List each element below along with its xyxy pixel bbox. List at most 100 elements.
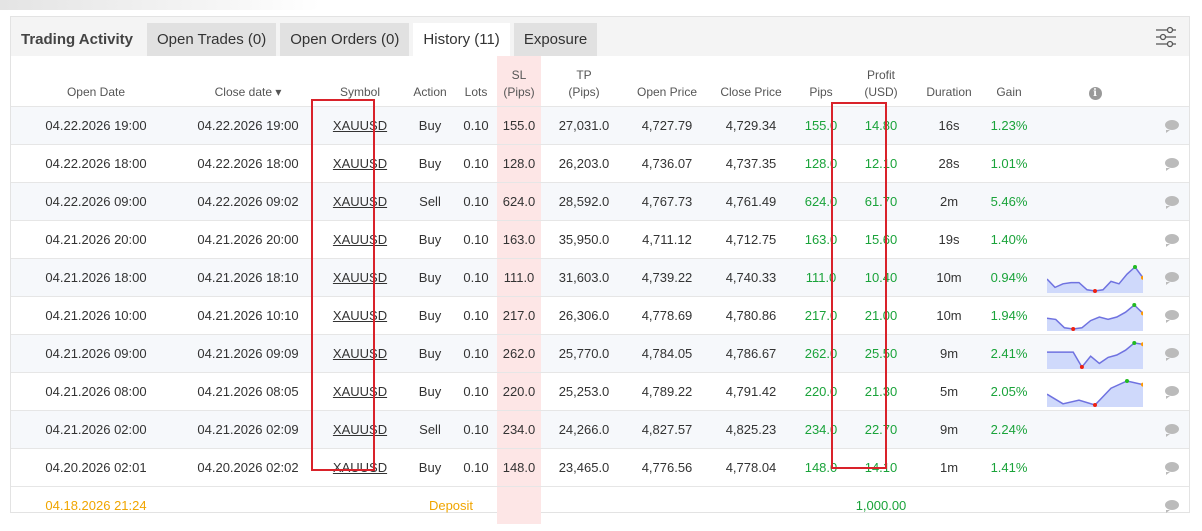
cell-symbol: XAUUSD bbox=[315, 220, 405, 259]
tp-unit: (Pips) bbox=[568, 85, 600, 99]
cell-gain: 1.23% bbox=[983, 106, 1035, 145]
cell-lots: 0.10 bbox=[455, 106, 497, 145]
comment-icon[interactable] bbox=[1165, 500, 1179, 513]
table-row[interactable]: 04.22.2026 09:00 04.22.2026 09:02 XAUUSD Se… bbox=[11, 182, 1189, 221]
cell-gain: 1.40% bbox=[983, 220, 1035, 259]
sparkline-max-point bbox=[1132, 340, 1137, 345]
table-row[interactable]: 04.21.2026 08:00 04.21.2026 08:05 XAUUSD Bu… bbox=[11, 372, 1189, 411]
comment-icon[interactable] bbox=[1165, 348, 1179, 361]
comment-icon[interactable] bbox=[1165, 424, 1179, 437]
comment-icon[interactable] bbox=[1165, 158, 1179, 171]
cell-close-price: 4,791.42 bbox=[707, 372, 795, 411]
tab-history[interactable]: History (11) bbox=[413, 23, 510, 56]
cell-sl: 262.0 bbox=[497, 334, 541, 373]
cell-comment bbox=[1155, 410, 1189, 449]
header-row: Open Date Close date ▾ Symbol Action Lot… bbox=[11, 56, 1189, 107]
symbol-link[interactable]: XAUUSD bbox=[332, 308, 388, 323]
cell-close-price: 4,786.67 bbox=[707, 334, 795, 373]
cell-open-price: 4,727.79 bbox=[627, 106, 707, 145]
comment-icon[interactable] bbox=[1165, 386, 1179, 399]
table-row[interactable]: 04.21.2026 20:00 04.21.2026 20:00 XAUUSD Bu… bbox=[11, 220, 1189, 259]
cell-pips: 163.0 bbox=[795, 220, 847, 259]
info-icon[interactable]: i bbox=[1088, 87, 1102, 100]
table-row[interactable]: 04.20.2026 02:01 04.20.2026 02:02 XAUUSD Bu… bbox=[11, 448, 1189, 487]
symbol-link[interactable]: XAUUSD bbox=[332, 232, 388, 247]
col-lots[interactable]: Lots bbox=[464, 85, 488, 99]
comment-icon[interactable] bbox=[1165, 272, 1179, 285]
table-row[interactable]: 04.21.2026 09:00 04.21.2026 09:09 XAUUSD Bu… bbox=[11, 334, 1189, 373]
col-gain[interactable]: Gain bbox=[996, 85, 1022, 99]
cell-open-date: 04.22.2026 19:00 bbox=[11, 106, 181, 145]
col-open-price[interactable]: Open Price bbox=[636, 85, 698, 99]
symbol-link[interactable]: XAUUSD bbox=[332, 422, 388, 437]
cell-close-date: 04.21.2026 20:00 bbox=[181, 220, 315, 259]
cell-action: Buy bbox=[405, 372, 455, 411]
tab-exposure[interactable]: Exposure bbox=[513, 23, 598, 56]
table-row[interactable]: 04.21.2026 18:00 04.21.2026 18:10 XAUUSD Bu… bbox=[11, 258, 1189, 297]
col-sl[interactable]: SL (Pips) bbox=[497, 56, 541, 107]
filter-settings-icon[interactable] bbox=[1155, 26, 1177, 48]
cell-open-date: 04.21.2026 10:00 bbox=[11, 296, 181, 335]
col-pips[interactable]: Pips bbox=[809, 85, 833, 99]
cell-duration: 2m bbox=[915, 182, 983, 221]
cell-profit: 21.00 bbox=[847, 296, 915, 335]
cell-tp: 35,950.0 bbox=[541, 220, 627, 259]
tab-open-trades[interactable]: Open Trades (0) bbox=[146, 23, 277, 56]
cell-gain: 5.46% bbox=[983, 182, 1035, 221]
table-row[interactable]: 04.21.2026 10:00 04.21.2026 10:10 XAUUSD Bu… bbox=[11, 296, 1189, 335]
symbol-link[interactable]: XAUUSD bbox=[332, 384, 388, 399]
sparkline-line bbox=[1046, 303, 1144, 330]
col-duration[interactable]: Duration bbox=[926, 85, 972, 99]
symbol-link[interactable]: XAUUSD bbox=[332, 270, 388, 285]
cell-close-date: 04.22.2026 19:00 bbox=[181, 106, 315, 145]
cell-gain: 1.94% bbox=[983, 296, 1035, 335]
symbol-link[interactable]: XAUUSD bbox=[332, 460, 388, 475]
cell-lots: 0.10 bbox=[455, 182, 497, 221]
cell-comment bbox=[1155, 296, 1189, 335]
sparkline-chart bbox=[1046, 378, 1145, 407]
cell-open-date: 04.21.2026 02:00 bbox=[11, 410, 181, 449]
cell-close-price: 4,712.75 bbox=[707, 220, 795, 259]
symbol-link[interactable]: XAUUSD bbox=[332, 346, 388, 361]
cell-open-price: 4,784.05 bbox=[627, 334, 707, 373]
cell-pips: 217.0 bbox=[795, 296, 847, 335]
cell-chart bbox=[1035, 372, 1155, 411]
col-profit[interactable]: Profit (USD) bbox=[847, 56, 915, 107]
table-row[interactable]: 04.22.2026 18:00 04.22.2026 18:00 XAUUSD Bu… bbox=[11, 144, 1189, 183]
profit-label: Profit bbox=[866, 68, 895, 82]
comment-icon[interactable] bbox=[1165, 196, 1179, 209]
cell-comment bbox=[1155, 220, 1189, 259]
table-row[interactable]: 04.21.2026 02:00 04.21.2026 02:09 XAUUSD Se… bbox=[11, 410, 1189, 449]
sparkline-min-point bbox=[1093, 402, 1097, 407]
symbol-link[interactable]: XAUUSD bbox=[332, 194, 388, 209]
comment-icon[interactable] bbox=[1165, 462, 1179, 475]
comment-icon[interactable] bbox=[1165, 234, 1179, 247]
symbol-link[interactable]: XAUUSD bbox=[332, 156, 388, 171]
cell-open-price: 4,778.69 bbox=[627, 296, 707, 335]
table-row[interactable]: 04.22.2026 19:00 04.22.2026 19:00 XAUUSD Bu… bbox=[11, 106, 1189, 145]
col-close-price[interactable]: Close Price bbox=[720, 85, 782, 99]
cell-tp: 24,266.0 bbox=[541, 410, 627, 449]
cell-comment bbox=[1155, 106, 1189, 145]
top-shadow bbox=[0, 0, 320, 10]
cell-gain: 1.01% bbox=[983, 144, 1035, 183]
cell-duration: 10m bbox=[915, 258, 983, 297]
cell-profit: 25.50 bbox=[847, 334, 915, 373]
col-open-date[interactable]: Open Date bbox=[66, 85, 126, 99]
symbol-link[interactable]: XAUUSD bbox=[332, 118, 388, 133]
sparkline-area bbox=[1047, 380, 1143, 407]
cell-lots: 0.10 bbox=[455, 448, 497, 487]
col-tp[interactable]: TP (Pips) bbox=[541, 56, 627, 107]
history-table: Open Date Close date ▾ Symbol Action Lot… bbox=[11, 56, 1189, 524]
col-close-date[interactable]: Close date ▾ bbox=[214, 85, 282, 99]
cell-comment bbox=[1155, 372, 1189, 411]
comment-icon[interactable] bbox=[1165, 120, 1179, 133]
cell-tp: 26,306.0 bbox=[541, 296, 627, 335]
tab-open-orders[interactable]: Open Orders (0) bbox=[280, 23, 410, 56]
cell-sl: 128.0 bbox=[497, 144, 541, 183]
col-symbol[interactable]: Symbol bbox=[339, 85, 380, 99]
comment-icon[interactable] bbox=[1165, 310, 1179, 323]
col-action[interactable]: Action bbox=[413, 85, 447, 99]
cell-action: Buy bbox=[405, 448, 455, 487]
cell-profit: 14.10 bbox=[847, 448, 915, 487]
